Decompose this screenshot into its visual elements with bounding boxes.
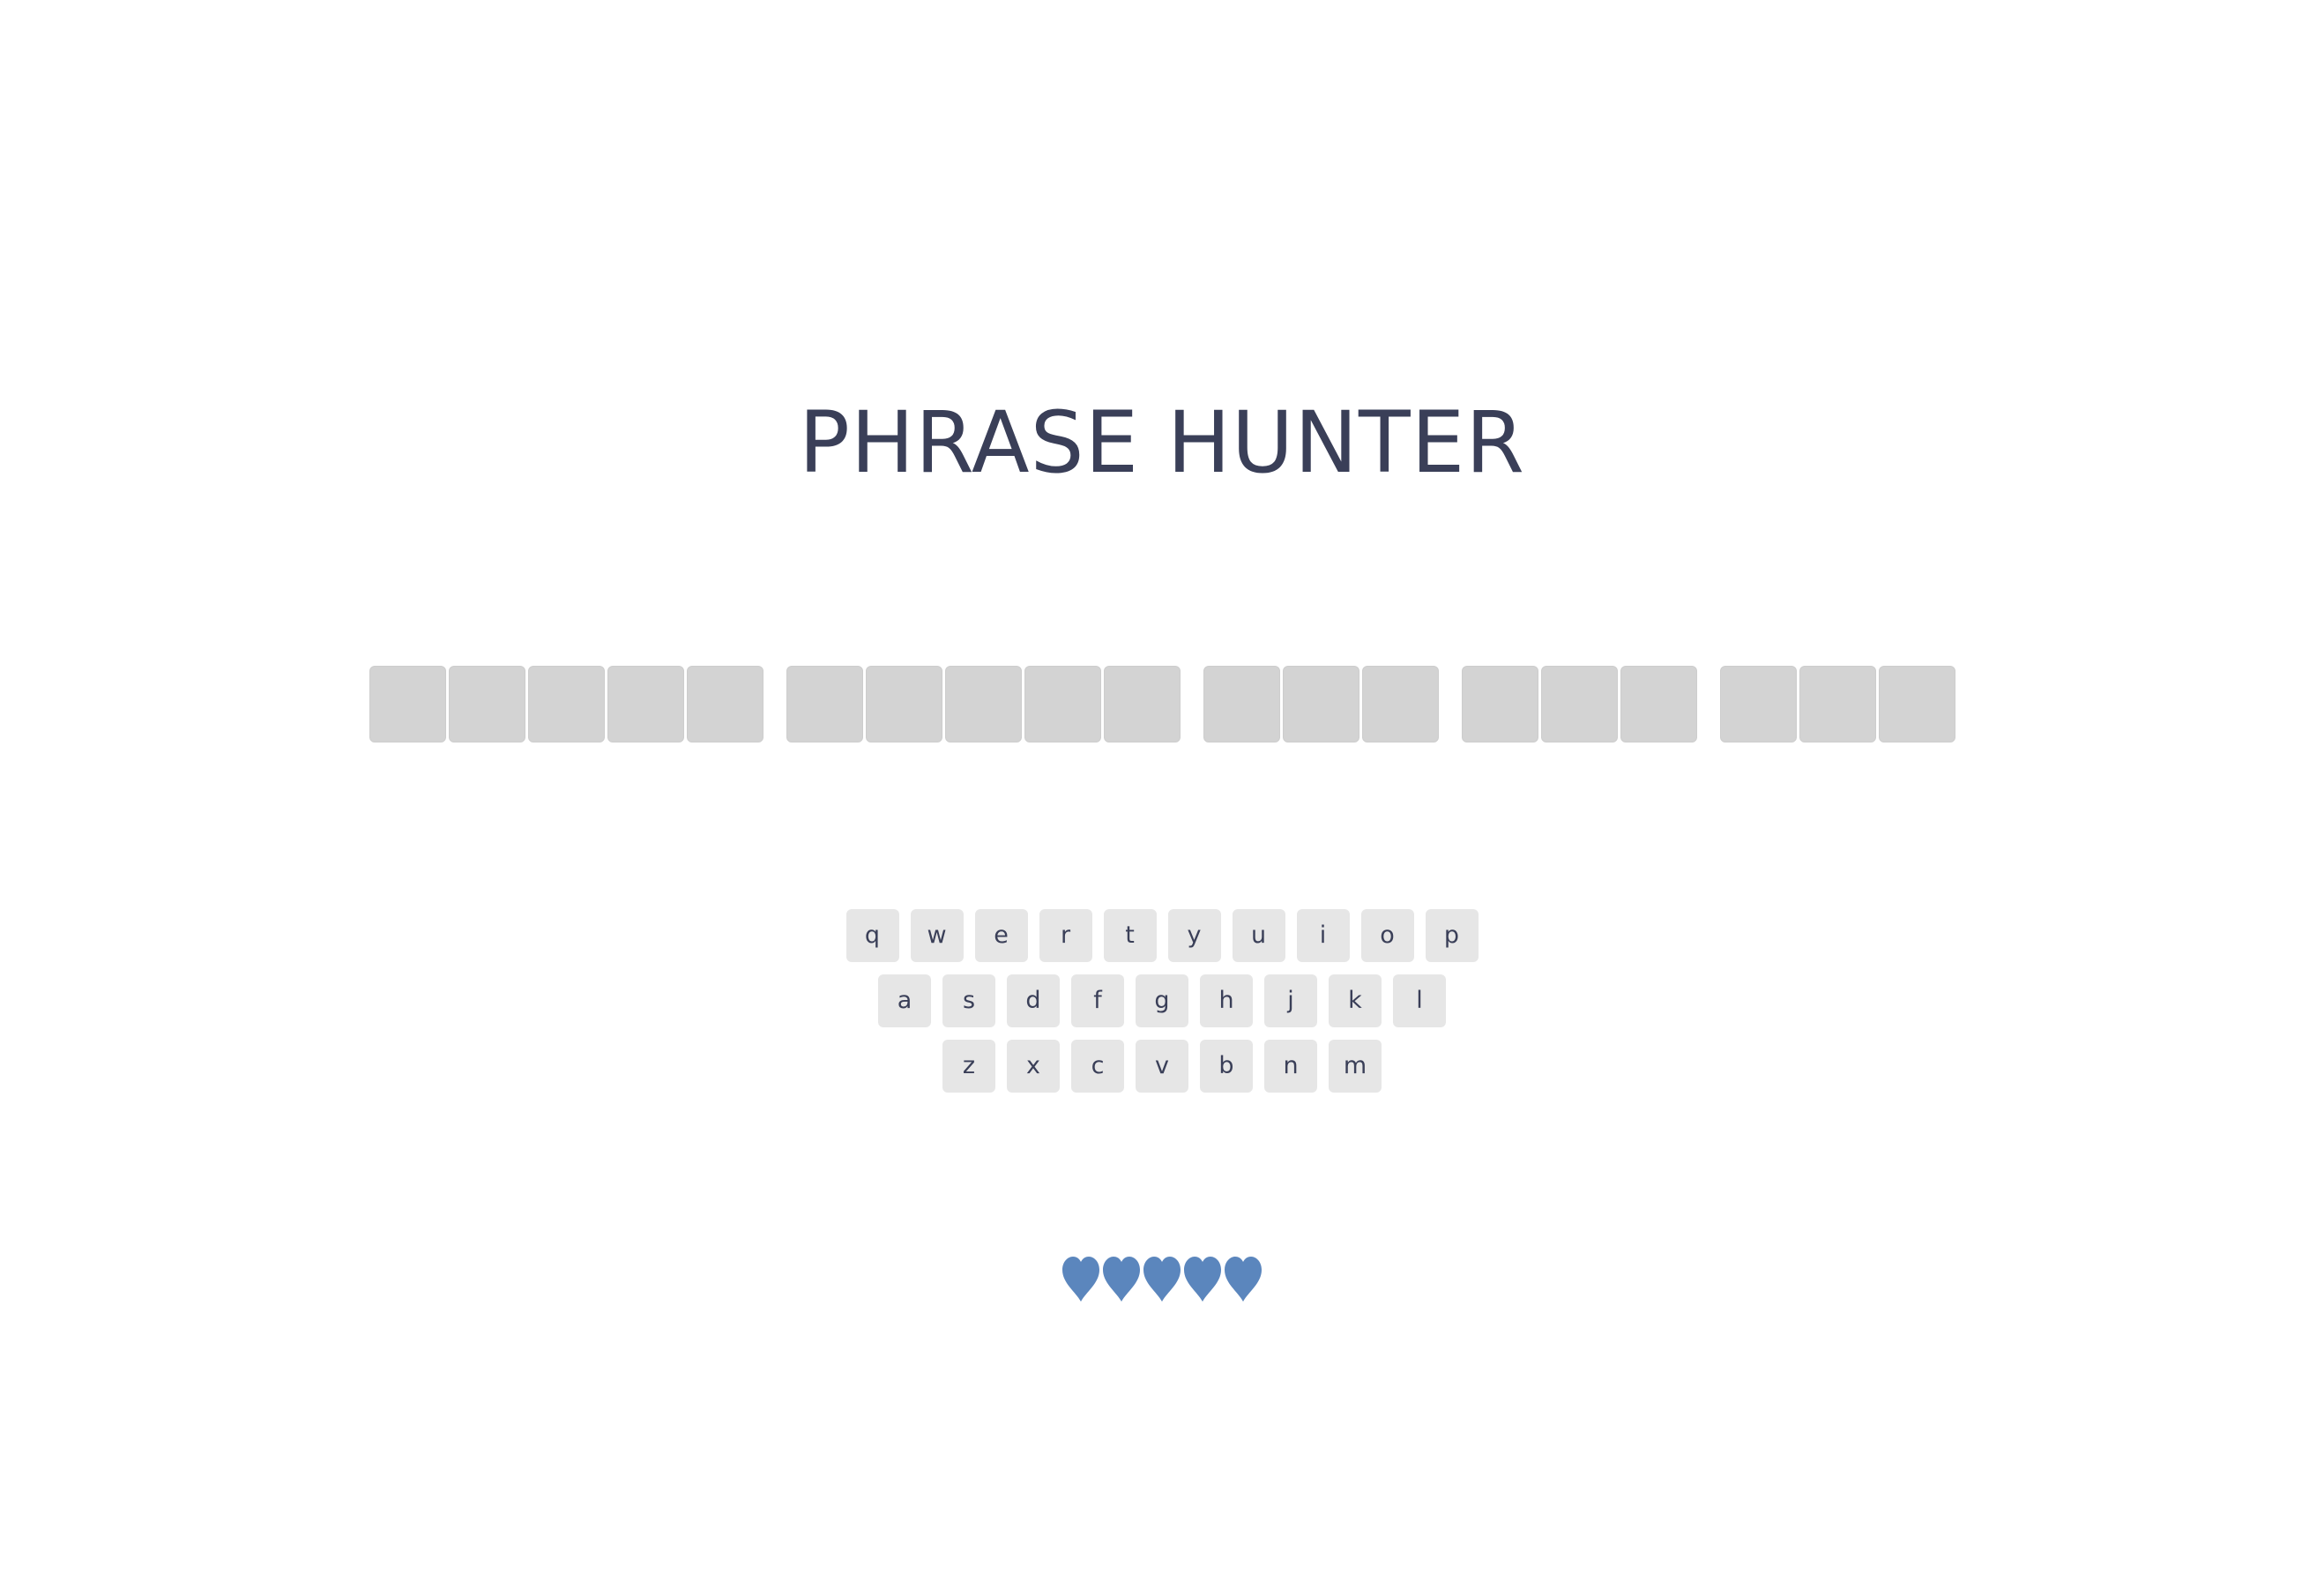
key-m[interactable]: m [1329,1040,1382,1093]
key-z[interactable]: z [942,1040,995,1093]
key-t[interactable]: t [1103,909,1157,962]
hidden-letter-tile [607,666,684,742]
phrase-word [1461,666,1697,742]
key-s[interactable]: s [942,974,995,1027]
key-h[interactable]: h [1200,974,1253,1027]
hidden-letter-tile [1620,666,1697,742]
key-b[interactable]: b [1200,1040,1253,1093]
hidden-letter-tile [1103,666,1181,742]
lives-scoreboard [0,1256,2324,1302]
hidden-letter-tile [944,666,1022,742]
key-j[interactable]: j [1264,974,1317,1027]
hidden-letter-tile [686,666,763,742]
heart-icon [1225,1257,1262,1302]
phrase-board [0,666,2324,744]
hidden-letter-tile [369,666,446,742]
hidden-letter-tile [1878,666,1955,742]
hidden-letter-tile [1282,666,1359,742]
hidden-letter-tile [1024,666,1101,742]
hidden-letter-tile [1361,666,1439,742]
hidden-letter-tile [527,666,605,742]
hidden-letter-tile [1203,666,1280,742]
hidden-letter-tile [1461,666,1538,742]
key-c[interactable]: c [1071,1040,1124,1093]
key-d[interactable]: d [1007,974,1060,1027]
heart-icon [1143,1257,1181,1302]
key-w[interactable]: w [910,909,964,962]
phrase-word [369,666,763,742]
key-p[interactable]: p [1425,909,1479,962]
key-y[interactable]: y [1167,909,1221,962]
key-f[interactable]: f [1071,974,1124,1027]
key-l[interactable]: l [1393,974,1446,1027]
phrase-word [786,666,1181,742]
key-v[interactable]: v [1136,1040,1188,1093]
key-g[interactable]: g [1136,974,1188,1027]
key-e[interactable]: e [974,909,1028,962]
phrase-word [1719,666,1955,742]
heart-icon [1103,1257,1140,1302]
key-i[interactable]: i [1296,909,1350,962]
key-o[interactable]: o [1360,909,1414,962]
key-n[interactable]: n [1264,1040,1317,1093]
hidden-letter-tile [1799,666,1876,742]
key-x[interactable]: x [1007,1040,1060,1093]
key-a[interactable]: a [878,974,931,1027]
key-q[interactable]: q [845,909,899,962]
hidden-letter-tile [786,666,863,742]
heart-icon [1062,1257,1099,1302]
hidden-letter-tile [448,666,525,742]
heart-icon [1184,1257,1221,1302]
key-u[interactable]: u [1232,909,1285,962]
game-title: PHRASE HUNTER [799,393,1525,492]
hidden-letter-tile [1540,666,1618,742]
phrase-word [1203,666,1439,742]
hidden-letter-tile [1719,666,1797,742]
hidden-letter-tile [865,666,942,742]
key-k[interactable]: k [1329,974,1382,1027]
key-r[interactable]: r [1039,909,1092,962]
